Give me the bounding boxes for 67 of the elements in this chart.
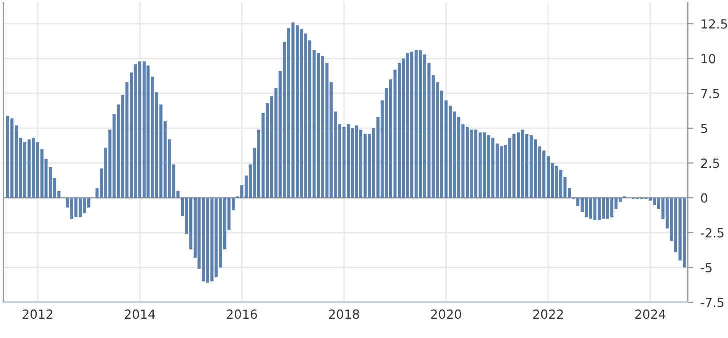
bar [585, 198, 588, 218]
bar [492, 138, 495, 198]
bar [134, 64, 138, 198]
bar [414, 50, 418, 198]
x-tick-label: 2012 [22, 310, 53, 320]
bar [364, 134, 367, 198]
y-tick-label: -7.5 [701, 298, 724, 308]
bar [146, 66, 150, 198]
y-tick-label: 12.5 [702, 19, 728, 29]
bar [406, 53, 410, 198]
bar [32, 138, 36, 198]
bar [23, 142, 27, 198]
bar [512, 134, 516, 198]
x-tick-label: 2018 [329, 310, 360, 320]
bar [555, 166, 558, 198]
bar [321, 56, 324, 198]
bar [542, 150, 546, 198]
bar [360, 130, 363, 198]
y-tick-label: 2.5 [701, 158, 720, 168]
x-tick-label: 2014 [125, 310, 156, 320]
y-tick-label: 5 [701, 124, 708, 134]
bar [350, 128, 354, 198]
bar [530, 135, 533, 198]
x-tick-label: 2020 [431, 310, 462, 320]
bar [74, 198, 78, 218]
bar [606, 198, 610, 219]
bar [83, 198, 86, 214]
bar [28, 140, 31, 198]
bar [304, 34, 308, 198]
bar [142, 62, 146, 198]
bar [78, 198, 82, 218]
bar [598, 198, 602, 220]
bar [410, 52, 414, 198]
bar [6, 116, 10, 198]
bar [355, 126, 358, 198]
bar [478, 132, 482, 198]
bar [483, 132, 486, 198]
bar [342, 127, 346, 198]
bar [419, 50, 422, 198]
bar [292, 22, 295, 198]
bar [589, 198, 592, 219]
bar [500, 146, 504, 198]
bar [206, 198, 210, 284]
y-tick-label: 0 [701, 194, 708, 203]
bar [214, 198, 218, 278]
bar [534, 140, 538, 198]
bar [210, 198, 214, 282]
y-tick-label: -5 [701, 263, 712, 273]
bar [653, 198, 656, 206]
x-tick-label: 2024 [636, 310, 666, 320]
x-tick-label: 2022 [533, 310, 564, 320]
y-tick-label: 10 [702, 54, 716, 64]
y-tick-label: 7.5 [701, 89, 720, 99]
bar [317, 53, 320, 198]
bar [470, 130, 474, 198]
bar [300, 30, 304, 198]
bar [70, 198, 74, 219]
bar [508, 138, 512, 198]
bar [521, 130, 524, 198]
x-tick-label: 2016 [227, 310, 258, 320]
bar [648, 198, 652, 201]
bar [10, 118, 14, 198]
bar [602, 198, 606, 219]
y-tick-label: -2.5 [701, 228, 724, 238]
bar [487, 135, 490, 198]
bar [202, 198, 206, 282]
bar [594, 198, 597, 220]
